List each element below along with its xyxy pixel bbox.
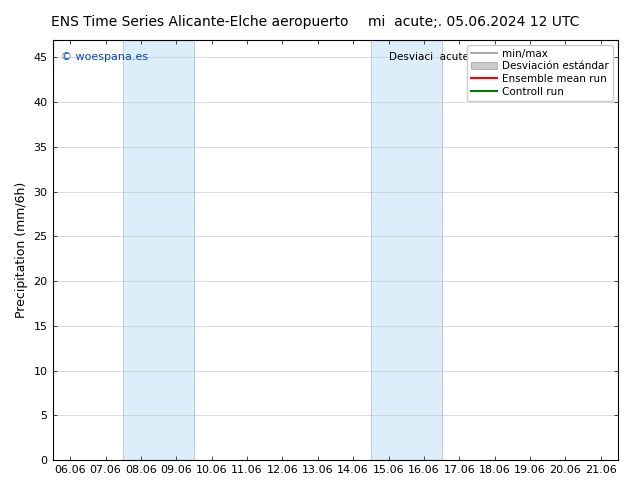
Bar (123, 40, 194, 460)
Legend: min/max, Desviación estándar, Ensemble mean run, Controll run: min/max, Desviación estándar, Ensemble m… (467, 45, 613, 101)
Text: Desviaci  acute;n est  acute;ndar: Desviaci acute;n est acute;ndar (389, 52, 562, 62)
Text: mi  acute;. 05.06.2024 12 UTC: mi acute;. 05.06.2024 12 UTC (368, 15, 579, 29)
Bar (371, 40, 442, 460)
Text: ENS Time Series Alicante-Elche aeropuerto: ENS Time Series Alicante-Elche aeropuert… (51, 15, 348, 29)
Y-axis label: Precipitation (mm/6h): Precipitation (mm/6h) (15, 182, 28, 318)
Text: © woespana.es: © woespana.es (61, 52, 148, 62)
